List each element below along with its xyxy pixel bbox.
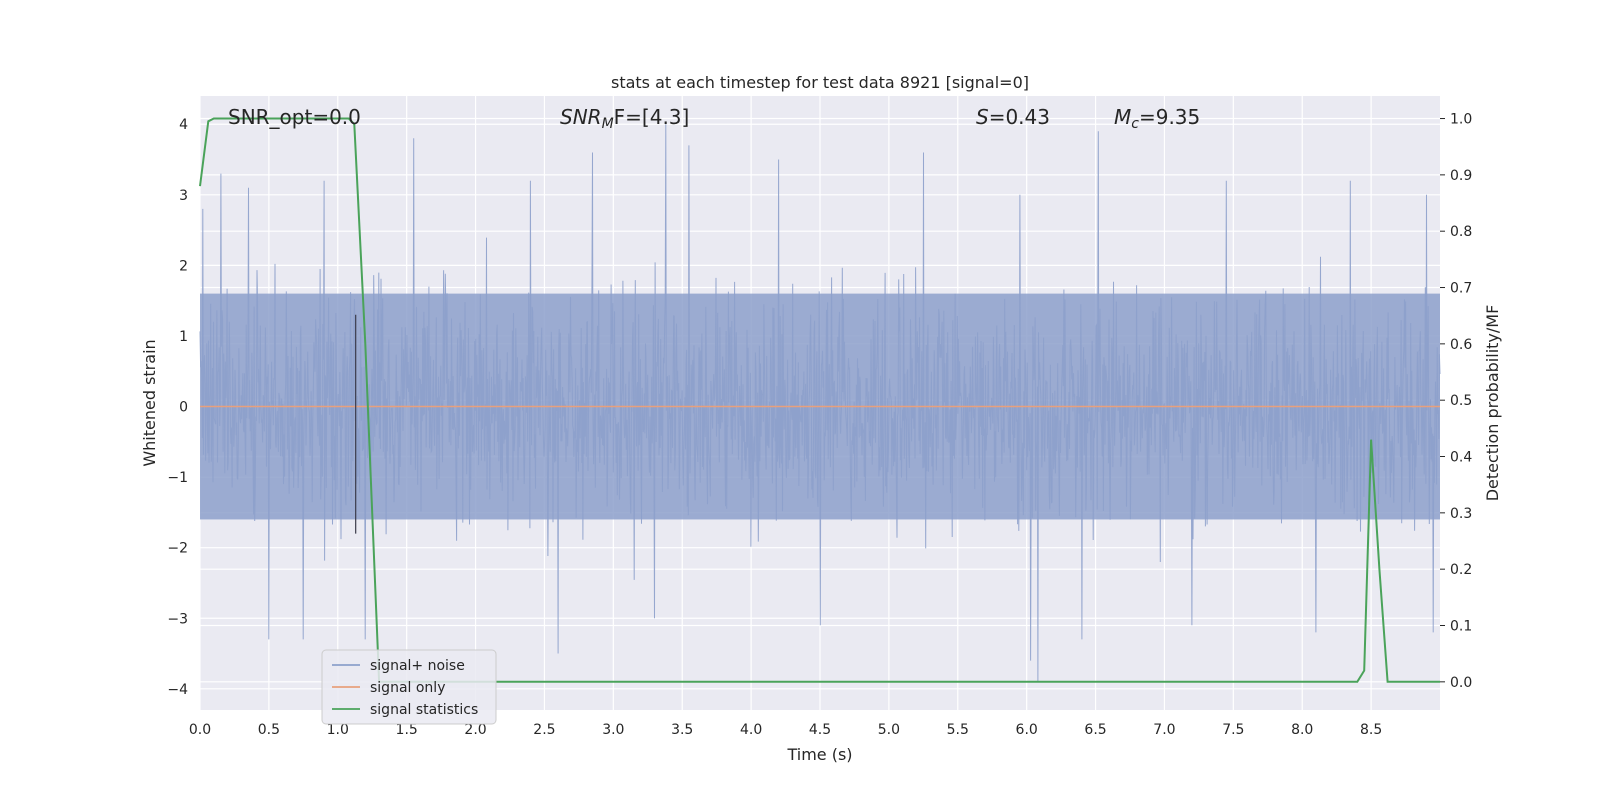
y-left-tick-label: −2 [167, 541, 188, 557]
y-right-tick-label: 0.6 [1450, 337, 1472, 353]
y-right-tick-label: 0.8 [1450, 224, 1472, 240]
y-right-tick-label: 0.9 [1450, 168, 1472, 184]
y-left-tick-label: 1 [179, 329, 188, 345]
chart-title: stats at each timestep for test data 892… [611, 73, 1029, 92]
x-tick-label: 1.5 [396, 722, 418, 738]
y-left-tick-label: 3 [179, 188, 188, 204]
y-right-tick-label: 0.0 [1450, 675, 1472, 691]
annotation-snr-mf: SNRMF=[4.3] [560, 105, 689, 132]
annotation-mc-sub: c [1131, 116, 1139, 132]
y-right-tick-label: 0.1 [1450, 619, 1472, 635]
x-tick-label: 3.0 [602, 722, 624, 738]
annotation-s-value: =0.43 [989, 105, 1050, 129]
annotation-mc: Mc=9.35 [1114, 105, 1200, 132]
y-right-tick-label: 0.4 [1450, 450, 1472, 466]
y-left-tick-label: −3 [167, 611, 188, 627]
x-tick-label: 1.0 [327, 722, 349, 738]
noise-trace [199, 124, 1441, 682]
x-tick-label: 2.5 [533, 722, 555, 738]
legend-label-signal-statistics: signal statistics [370, 702, 478, 718]
x-tick-label: 8.5 [1360, 722, 1382, 738]
x-tick-label: 5.5 [947, 722, 969, 738]
legend-label-signal-only: signal only [370, 680, 445, 696]
y-right-tick-label: 0.2 [1450, 562, 1472, 578]
legend-label-signal-noise: signal+ noise [370, 658, 465, 674]
x-tick-label: 7.0 [1153, 722, 1175, 738]
annotation-s-symbol: S [976, 105, 989, 129]
x-tick-label: 6.0 [1016, 722, 1038, 738]
y-left-tick-label: −1 [167, 470, 188, 486]
y-axis-left-label: Whitened strain [140, 339, 159, 466]
y-axis-left-ticks: 4 3 2 1 0 −1 −2 −3 −4 [167, 117, 188, 698]
x-tick-label: 7.5 [1222, 722, 1244, 738]
annotation-mc-base: M [1114, 105, 1131, 129]
x-tick-label: 4.0 [740, 722, 762, 738]
x-tick-label: 8.0 [1291, 722, 1313, 738]
y-right-tick-label: 0.3 [1450, 506, 1472, 522]
x-tick-label: 2.0 [464, 722, 486, 738]
y-axis-right-ticks: 1.0 0.9 0.8 0.7 0.6 0.5 0.4 0.3 0.2 0.1 0.0 [1440, 112, 1472, 691]
x-tick-label: 6.5 [1084, 722, 1106, 738]
annotation-snr-mf-base: SNR [560, 105, 602, 129]
x-tick-label: 3.5 [671, 722, 693, 738]
y-left-tick-label: 0 [179, 400, 188, 416]
x-axis-label: Time (s) [786, 745, 852, 764]
y-right-tick-label: 0.5 [1450, 393, 1472, 409]
x-tick-label: 0.0 [189, 722, 211, 738]
x-tick-label: 5.0 [878, 722, 900, 738]
y-axis-right-label: Detection probability/MF [1483, 305, 1502, 502]
annotation-mc-value: =9.35 [1139, 105, 1200, 129]
y-right-tick-label: 0.7 [1450, 281, 1472, 297]
x-axis-ticks: 0.0 0.5 1.0 1.5 2.0 2.5 3.0 3.5 4.0 4.5 5.0 5.5 6.0 6… [189, 722, 1382, 738]
annotation-snr-mf-rest: F=[4.3] [614, 105, 690, 129]
annotation-s: S=0.43 [976, 105, 1050, 129]
legend-box [321, 649, 497, 725]
y-right-tick-label: 1.0 [1450, 112, 1472, 128]
x-tick-label: 4.5 [809, 722, 831, 738]
y-left-tick-label: −4 [167, 682, 188, 698]
annotation-snr-opt: SNR_opt=0.0 [228, 105, 361, 129]
legend: signal+ noise signal only signal statist… [321, 649, 497, 725]
x-tick-label: 0.5 [258, 722, 280, 738]
y-left-tick-label: 2 [179, 258, 188, 274]
y-left-tick-label: 4 [179, 117, 188, 133]
annotation-snr-mf-sub: M [602, 116, 614, 132]
